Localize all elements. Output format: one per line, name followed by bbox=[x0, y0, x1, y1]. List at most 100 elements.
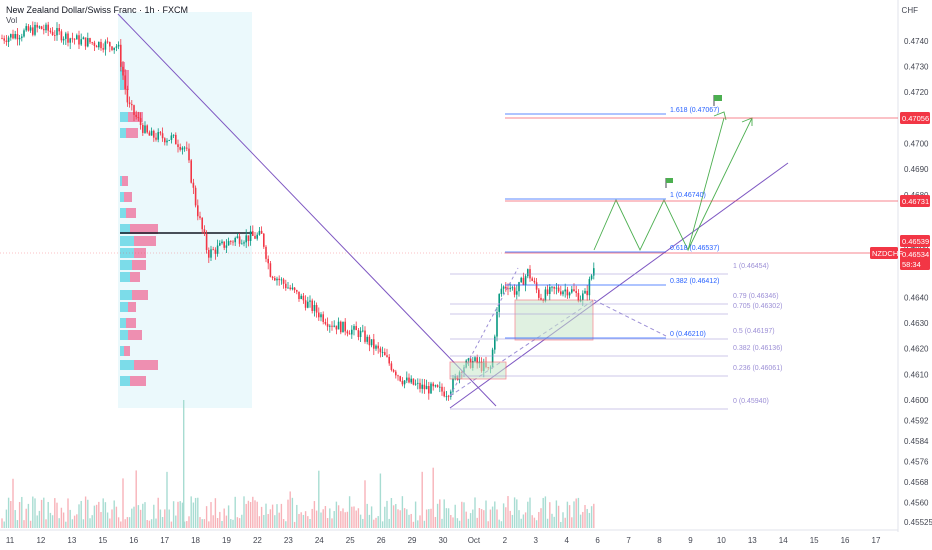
volume-bar bbox=[126, 517, 129, 528]
volume-bar bbox=[366, 503, 368, 528]
volume-bar bbox=[247, 500, 250, 528]
volume-bar bbox=[375, 517, 377, 528]
candle-body bbox=[353, 326, 355, 330]
candle-body bbox=[49, 30, 52, 32]
candle-body bbox=[34, 24, 36, 35]
volume-bar bbox=[265, 503, 267, 528]
candle-body bbox=[375, 345, 377, 349]
volume-bar bbox=[590, 506, 593, 528]
volume-bar bbox=[304, 511, 307, 528]
candle-body bbox=[406, 377, 408, 381]
candle-body bbox=[126, 88, 129, 103]
price-tick-label: 0.4560 bbox=[904, 499, 929, 508]
time-tick-label: 25 bbox=[346, 536, 355, 545]
candle-body bbox=[498, 294, 500, 312]
volume-bar bbox=[168, 509, 170, 528]
candle-body bbox=[122, 66, 124, 76]
candle-body bbox=[586, 290, 588, 296]
volume-bar bbox=[326, 518, 329, 528]
volume-bar bbox=[139, 509, 142, 528]
candle-body bbox=[430, 383, 432, 394]
volume-bar bbox=[436, 503, 439, 528]
volume-bar bbox=[346, 511, 349, 528]
volume-bar bbox=[469, 513, 472, 528]
time-tick-label: 14 bbox=[779, 536, 788, 545]
price-tick-label: 0.4576 bbox=[904, 458, 929, 467]
candle-body bbox=[357, 330, 360, 338]
candle-body bbox=[87, 38, 89, 47]
volume-bar bbox=[553, 516, 555, 528]
time-tick-label: 17 bbox=[872, 536, 881, 545]
candle-body bbox=[302, 295, 305, 301]
volume-bar bbox=[397, 509, 399, 528]
candle-body bbox=[155, 137, 157, 140]
volume-bar bbox=[150, 519, 153, 528]
candle-body bbox=[212, 249, 214, 251]
candle-body bbox=[590, 275, 593, 280]
candle-body bbox=[540, 297, 542, 300]
symbol-title: New Zealand Dollar/Swiss Franc · 1h · FX… bbox=[6, 5, 189, 15]
price-tag-label: 58:34 bbox=[902, 260, 921, 269]
volume-bar bbox=[188, 516, 190, 528]
volume-profile-row bbox=[120, 192, 124, 202]
volume-bar bbox=[36, 515, 38, 528]
volume-bar bbox=[175, 515, 177, 528]
candle-body bbox=[166, 140, 168, 143]
volume-bar bbox=[573, 501, 575, 528]
fib-retracement-label: 0.5 (0.46197) bbox=[733, 328, 775, 335]
downtrend-line bbox=[117, 13, 497, 407]
time-tick-label: 10 bbox=[717, 536, 726, 545]
candle-body bbox=[254, 235, 256, 239]
candle-body bbox=[249, 231, 252, 241]
volume-bar bbox=[535, 520, 538, 528]
volume-bar bbox=[40, 499, 43, 528]
time-tick-label: 6 bbox=[595, 536, 600, 545]
volume-bar bbox=[522, 514, 525, 528]
volume-bar bbox=[298, 513, 300, 528]
volume-bar bbox=[403, 508, 406, 528]
volume-profile-row bbox=[134, 360, 158, 370]
volume-bar bbox=[584, 505, 586, 528]
candle-body bbox=[562, 291, 564, 295]
currency-label: CHF bbox=[901, 6, 918, 15]
candle-body bbox=[18, 37, 21, 40]
candle-body bbox=[91, 42, 93, 44]
candle-body bbox=[577, 292, 580, 302]
candle-body bbox=[538, 289, 540, 298]
volume-bar bbox=[38, 510, 41, 528]
candle-body bbox=[71, 38, 74, 40]
volume-bar bbox=[76, 514, 78, 528]
candle-body bbox=[168, 139, 170, 141]
price-tick-label: 0.4568 bbox=[904, 478, 929, 487]
candle-body bbox=[153, 130, 155, 138]
volume-bar bbox=[27, 503, 30, 528]
volume-bar bbox=[153, 504, 155, 528]
candle-body bbox=[214, 249, 217, 254]
volume-bar bbox=[582, 511, 584, 528]
volume-bar bbox=[194, 497, 197, 528]
candle-body bbox=[445, 396, 448, 398]
time-tick-label: 13 bbox=[748, 536, 757, 545]
volume-bar bbox=[78, 504, 80, 528]
volume-profile-row bbox=[120, 80, 124, 90]
candle-body bbox=[135, 114, 137, 117]
volume-bar bbox=[489, 509, 492, 528]
volume-profile-row bbox=[120, 302, 128, 312]
volume-bar bbox=[199, 517, 201, 528]
target-flag bbox=[714, 95, 722, 101]
price-tag bbox=[900, 258, 930, 270]
volume-bar bbox=[21, 496, 23, 528]
candle-body bbox=[333, 325, 335, 327]
time-tick-label: 18 bbox=[191, 536, 200, 545]
candle-body bbox=[29, 27, 32, 31]
price-tick-label: 0.4720 bbox=[904, 88, 929, 97]
volume-bar bbox=[315, 510, 318, 528]
candle-body bbox=[106, 41, 109, 43]
candle-body bbox=[364, 330, 366, 342]
candle-body bbox=[269, 263, 272, 277]
volume-bar bbox=[408, 514, 410, 528]
volume-bar bbox=[502, 503, 505, 528]
candle-body bbox=[142, 125, 144, 133]
demand-zone bbox=[514, 299, 594, 341]
